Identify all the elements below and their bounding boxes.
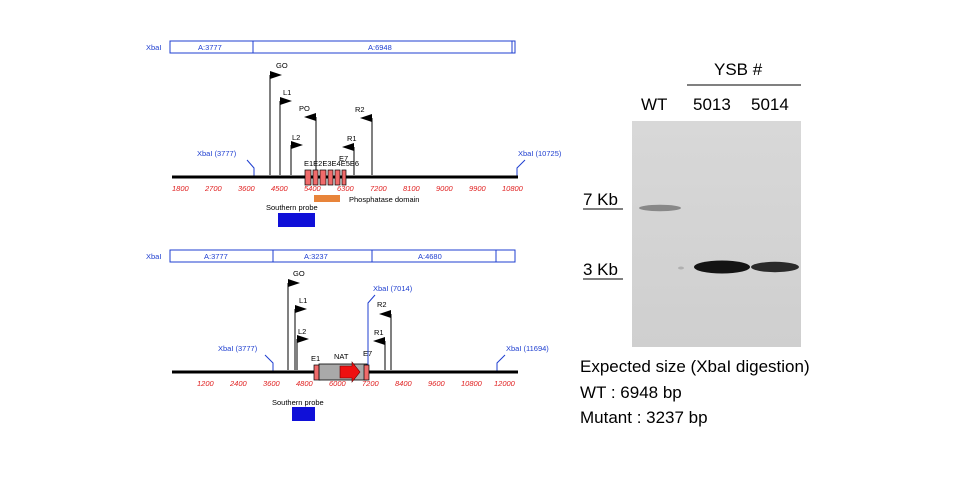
svg-text:7200: 7200 — [362, 379, 380, 388]
svg-text:4500: 4500 — [271, 184, 289, 193]
svg-text:GO: GO — [293, 269, 305, 278]
svg-text:R1: R1 — [374, 328, 384, 337]
top-fragment-bar — [169, 40, 516, 54]
svg-text:3600: 3600 — [238, 184, 256, 193]
top-map: XbaI A:3777 A:6948 GO L1 PO R2 — [146, 40, 562, 227]
caption-line-3: Mutant : 3237 bp — [580, 408, 708, 427]
bottom-site-middle: XbaI (7014) — [373, 284, 413, 293]
bottom-site-left: XbaI (3777) — [218, 344, 258, 353]
band-5013-3kb — [694, 260, 750, 274]
bottom-probe-label: Southern probe — [272, 398, 324, 407]
bottom-fragment-bar — [169, 249, 516, 263]
bottom-ticks: 1200 2400 3600 4800 6000 7200 8400 9600 … — [197, 379, 516, 388]
svg-text:9000: 9000 — [436, 184, 454, 193]
bottom-exon-e7 — [363, 364, 370, 381]
primer-r2: R2 — [377, 300, 392, 370]
southern-blot: YSB # WT 5013 5014 7 Kb 3 Kb — [583, 60, 801, 347]
marker-7kb: 7 Kb — [583, 190, 618, 209]
primer-go: GO — [287, 269, 305, 370]
primer-l2: L2 — [290, 133, 303, 175]
top-exon-e7-label: E7 — [339, 154, 348, 163]
top-southern-probe — [278, 213, 315, 227]
svg-text:7200: 7200 — [370, 184, 388, 193]
top-site-left-marker — [246, 159, 255, 176]
svg-text:10800: 10800 — [461, 379, 483, 388]
bottom-exon-e7-label: E7 — [363, 349, 372, 358]
svg-text:9600: 9600 — [428, 379, 446, 388]
top-site-right: XbaI (10725) — [518, 149, 562, 158]
primer-r2: R2 — [355, 105, 373, 175]
svg-text:L2: L2 — [298, 327, 306, 336]
top-site-left: XbaI (3777) — [197, 149, 237, 158]
svg-text:3600: 3600 — [263, 379, 281, 388]
svg-text:9900: 9900 — [469, 184, 487, 193]
svg-text:10800: 10800 — [502, 184, 524, 193]
blot-group-label: YSB # — [714, 60, 763, 79]
svg-text:6300: 6300 — [337, 184, 355, 193]
caption-line-2: WT : 6948 bp — [580, 383, 682, 402]
band-wt-7kb — [639, 204, 681, 212]
svg-text:R2: R2 — [377, 300, 387, 309]
lane-label-5013: 5013 — [693, 95, 731, 114]
primer-l1: L1 — [294, 296, 307, 370]
phosphatase-domain-bar — [314, 195, 340, 202]
svg-text:R2: R2 — [355, 105, 365, 114]
top-enzyme-label: XbaI — [146, 43, 161, 52]
svg-text:8100: 8100 — [403, 184, 421, 193]
top-site-right-marker — [516, 159, 526, 176]
svg-text:GO: GO — [276, 61, 288, 70]
lane-label-5014: 5014 — [751, 95, 789, 114]
primer-l2: L2 — [296, 327, 309, 370]
svg-text:4800: 4800 — [296, 379, 314, 388]
bottom-fragment-1: A:3777 — [204, 252, 228, 261]
band-faint-spot — [678, 266, 684, 270]
bottom-southern-probe — [292, 407, 315, 421]
band-5014-3kb — [751, 261, 799, 273]
svg-text:L2: L2 — [292, 133, 300, 142]
nat-arrow — [339, 361, 361, 383]
top-fragment-1: A:3777 — [198, 43, 222, 52]
primer-r1: R1 — [373, 328, 386, 370]
svg-text:12000: 12000 — [494, 379, 516, 388]
svg-text:1800: 1800 — [172, 184, 190, 193]
lane-label-wt: WT — [641, 95, 667, 114]
svg-text:6000: 6000 — [329, 379, 347, 388]
bottom-site-right-marker — [496, 354, 506, 371]
caption-line-1: Expected size (XbaI digestion) — [580, 357, 810, 376]
svg-text:1200: 1200 — [197, 379, 215, 388]
svg-text:2400: 2400 — [229, 379, 248, 388]
nat-label: NAT — [334, 352, 349, 361]
svg-text:R1: R1 — [347, 134, 357, 143]
top-ticks: 1800 2700 3600 4500 5400 6300 7200 8100 … — [172, 184, 524, 193]
bottom-fragment-2: A:3237 — [304, 252, 328, 261]
bottom-site-left-marker — [264, 354, 274, 371]
blot-membrane — [632, 121, 801, 347]
bottom-exon-e1-label: E1 — [311, 354, 320, 363]
bottom-site-middle-marker — [367, 294, 376, 371]
bottom-site-right: XbaI (11694) — [506, 344, 549, 353]
svg-text:PO: PO — [299, 104, 310, 113]
primer-po: PO — [299, 104, 317, 175]
top-exon-labels: E1E2E3E4E5E6 — [304, 159, 359, 168]
primer-go: GO — [269, 61, 288, 175]
top-fragment-2: A:6948 — [368, 43, 392, 52]
primer-r1: R1 — [342, 134, 357, 175]
bottom-fragment-3: A:4680 — [418, 252, 442, 261]
top-exons — [304, 169, 347, 186]
caption: Expected size (XbaI digestion) WT : 6948… — [580, 357, 810, 427]
svg-text:8400: 8400 — [395, 379, 413, 388]
svg-text:L1: L1 — [299, 296, 307, 305]
top-probe-label: Southern probe — [266, 203, 318, 212]
bottom-enzyme-label: XbaI — [146, 252, 161, 261]
marker-3kb: 3 Kb — [583, 260, 618, 279]
primer-l1: L1 — [279, 88, 292, 175]
phosphatase-domain-label: Phosphatase domain — [349, 195, 419, 204]
svg-text:5400: 5400 — [304, 184, 322, 193]
svg-text:2700: 2700 — [204, 184, 223, 193]
svg-text:L1: L1 — [283, 88, 291, 97]
bottom-map: XbaI A:3777 A:3237 A:4680 GO L1 L2 R2 — [146, 249, 549, 421]
